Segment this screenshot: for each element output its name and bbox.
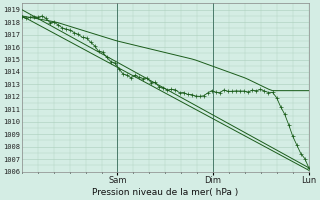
X-axis label: Pression niveau de la mer( hPa ): Pression niveau de la mer( hPa ) bbox=[92, 188, 238, 197]
